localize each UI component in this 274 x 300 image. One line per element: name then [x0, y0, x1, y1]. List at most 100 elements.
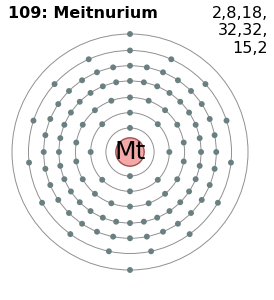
- Circle shape: [167, 90, 172, 96]
- Circle shape: [41, 149, 47, 155]
- Circle shape: [175, 221, 181, 227]
- Circle shape: [127, 94, 133, 100]
- Circle shape: [146, 98, 152, 104]
- Circle shape: [94, 229, 100, 235]
- Circle shape: [198, 149, 204, 155]
- Circle shape: [186, 110, 192, 116]
- Circle shape: [113, 80, 119, 85]
- Circle shape: [127, 110, 133, 116]
- Circle shape: [47, 182, 53, 188]
- Circle shape: [197, 163, 203, 169]
- Circle shape: [167, 208, 172, 214]
- Circle shape: [66, 210, 72, 216]
- Circle shape: [68, 110, 74, 116]
- Circle shape: [228, 160, 234, 166]
- Circle shape: [68, 188, 74, 194]
- Circle shape: [88, 149, 94, 155]
- Circle shape: [212, 166, 218, 172]
- Circle shape: [55, 101, 61, 107]
- Circle shape: [57, 135, 63, 141]
- Circle shape: [177, 199, 183, 205]
- Circle shape: [110, 64, 116, 70]
- Circle shape: [187, 231, 193, 237]
- Circle shape: [213, 149, 219, 155]
- Circle shape: [106, 248, 112, 254]
- Circle shape: [99, 177, 105, 183]
- Circle shape: [77, 199, 83, 205]
- Circle shape: [56, 149, 62, 155]
- Circle shape: [199, 197, 205, 203]
- Circle shape: [224, 118, 230, 124]
- Text: 2,8,18,
32,32,
15,2: 2,8,18, 32,32, 15,2: [212, 6, 268, 56]
- Circle shape: [202, 81, 209, 87]
- Circle shape: [79, 77, 85, 83]
- Circle shape: [127, 63, 133, 69]
- Circle shape: [212, 132, 218, 138]
- Text: Mt: Mt: [114, 140, 146, 164]
- Circle shape: [215, 200, 221, 206]
- Circle shape: [110, 234, 116, 240]
- Circle shape: [100, 215, 106, 220]
- Circle shape: [188, 210, 194, 216]
- Circle shape: [141, 219, 147, 225]
- Circle shape: [109, 98, 114, 104]
- Circle shape: [94, 69, 100, 75]
- Circle shape: [61, 122, 67, 128]
- Circle shape: [99, 121, 105, 127]
- Circle shape: [127, 78, 133, 84]
- Circle shape: [127, 125, 133, 131]
- Circle shape: [193, 122, 199, 128]
- Circle shape: [181, 140, 187, 146]
- Circle shape: [207, 182, 213, 188]
- Circle shape: [55, 197, 61, 203]
- Circle shape: [116, 138, 144, 166]
- Circle shape: [160, 229, 166, 235]
- Circle shape: [92, 107, 98, 113]
- Circle shape: [47, 116, 53, 122]
- Circle shape: [160, 69, 166, 75]
- Circle shape: [127, 173, 133, 179]
- Circle shape: [127, 204, 133, 209]
- Circle shape: [88, 208, 93, 214]
- Circle shape: [127, 220, 133, 226]
- Circle shape: [67, 231, 73, 237]
- Circle shape: [188, 88, 194, 94]
- Circle shape: [148, 248, 154, 254]
- Circle shape: [174, 176, 180, 182]
- Circle shape: [92, 191, 98, 197]
- Circle shape: [155, 177, 161, 183]
- Circle shape: [154, 215, 160, 220]
- Circle shape: [199, 101, 205, 107]
- Circle shape: [177, 99, 183, 105]
- Circle shape: [86, 56, 92, 62]
- Circle shape: [80, 176, 86, 182]
- Circle shape: [207, 116, 213, 122]
- Circle shape: [127, 47, 133, 53]
- Circle shape: [162, 191, 168, 197]
- Circle shape: [42, 166, 48, 172]
- Circle shape: [39, 200, 45, 206]
- Circle shape: [127, 31, 133, 37]
- Circle shape: [166, 149, 172, 155]
- Circle shape: [162, 107, 168, 113]
- Circle shape: [154, 83, 160, 89]
- Circle shape: [88, 90, 93, 96]
- Circle shape: [26, 160, 32, 166]
- Circle shape: [109, 200, 114, 206]
- Circle shape: [73, 140, 79, 146]
- Circle shape: [57, 163, 63, 169]
- Circle shape: [30, 118, 36, 124]
- Circle shape: [73, 158, 79, 164]
- Circle shape: [144, 234, 150, 240]
- Text: 109: Meitnurium: 109: Meitnurium: [8, 6, 158, 21]
- Circle shape: [79, 221, 85, 227]
- Circle shape: [80, 122, 86, 128]
- Circle shape: [52, 81, 58, 87]
- Circle shape: [146, 200, 152, 206]
- Circle shape: [66, 88, 72, 94]
- Circle shape: [77, 99, 83, 105]
- Circle shape: [127, 267, 133, 273]
- Circle shape: [174, 122, 180, 128]
- Circle shape: [181, 158, 187, 164]
- Circle shape: [42, 132, 48, 138]
